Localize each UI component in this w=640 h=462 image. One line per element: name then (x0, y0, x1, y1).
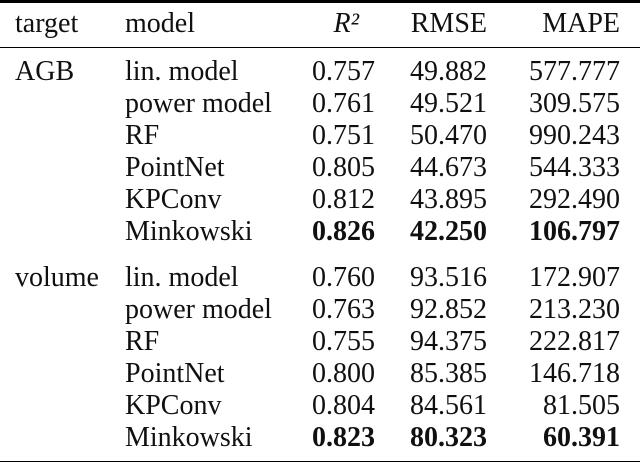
cell-model: Minkowski (125, 422, 253, 453)
cell-rmse: 49.882 (410, 56, 487, 87)
cell-mape: 577.777 (529, 56, 620, 87)
cell-rmse: 85.385 (410, 358, 487, 389)
cell-r2: 0.761 (312, 88, 375, 119)
table-row-agb-power-model: power model 0.761 49.521 309.575 (0, 88, 640, 120)
cell-model: RF (125, 326, 160, 357)
cell-mape: 544.333 (529, 152, 620, 183)
table-row-volume-power-model: power model 0.763 92.852 213.230 (0, 294, 640, 326)
cell-r2: 0.755 (312, 326, 375, 357)
cell-r2: 0.763 (312, 294, 375, 325)
cell-r2: 0.826 (312, 216, 375, 247)
cell-target: AGB (15, 56, 75, 87)
table-body: AGB lin. model 0.757 49.882 577.777 powe… (0, 48, 640, 462)
table-row-agb-minkowski: Minkowski 0.826 42.250 106.797 (0, 216, 640, 248)
cell-mape: 309.575 (529, 88, 620, 119)
cell-model: KPConv (125, 390, 222, 421)
cell-model: power model (125, 88, 272, 119)
cell-target (0, 184, 125, 216)
cell-r2: 0.757 (312, 56, 375, 87)
column-header-mape: MAPE (487, 1, 640, 48)
column-header-model: model (125, 1, 300, 48)
cell-r2: 0.812 (312, 184, 375, 215)
cell-target (0, 120, 125, 152)
cell-model: Minkowski (125, 216, 253, 247)
cell-rmse: 94.375 (410, 326, 487, 357)
cell-rmse: 49.521 (410, 88, 487, 119)
cell-model: KPConv (125, 184, 222, 215)
cell-mape: 172.907 (529, 262, 620, 293)
column-header-r2: R² (300, 1, 375, 48)
cell-target (0, 358, 125, 390)
cell-target (0, 216, 125, 248)
cell-target (0, 390, 125, 422)
cell-target: volume (15, 262, 99, 293)
cell-r2: 0.823 (312, 422, 375, 453)
cell-mape: 146.718 (529, 358, 620, 389)
cell-target (0, 88, 125, 120)
table-row-volume-kpconv: KPConv 0.804 84.561 81.505 (0, 390, 640, 422)
cell-mape: 81.505 (543, 390, 620, 421)
cell-mape: 106.797 (529, 216, 620, 247)
cell-model: power model (125, 294, 272, 325)
table-row-agb-pointnet: PointNet 0.805 44.673 544.333 (0, 152, 640, 184)
cell-rmse: 44.673 (410, 152, 487, 183)
cell-rmse: 84.561 (410, 390, 487, 421)
cell-mape: 990.243 (529, 120, 620, 151)
cell-r2: 0.751 (312, 120, 375, 151)
cell-r2: 0.760 (312, 262, 375, 293)
table-header: target model R² RMSE MAPE (0, 1, 640, 48)
cell-rmse: 42.250 (410, 216, 487, 247)
table-row-volume-rf: RF 0.755 94.375 222.817 (0, 326, 640, 358)
cell-r2: 0.804 (312, 390, 375, 421)
table-row-volume-pointnet: PointNet 0.800 85.385 146.718 (0, 358, 640, 390)
cell-target (0, 152, 125, 184)
cell-target (0, 294, 125, 326)
column-header-target: target (0, 1, 125, 48)
cell-model: PointNet (125, 358, 225, 389)
cell-rmse: 92.852 (410, 294, 487, 325)
table-row-volume-lin-model: volume lin. model 0.760 93.516 172.907 (0, 248, 640, 294)
cell-rmse: 80.323 (410, 422, 487, 453)
cell-model: lin. model (125, 56, 239, 87)
cell-rmse: 50.470 (410, 120, 487, 151)
cell-target (0, 326, 125, 358)
table-row-volume-minkowski: Minkowski 0.823 80.323 60.391 (0, 422, 640, 462)
cell-mape: 213.230 (529, 294, 620, 325)
cell-target (0, 422, 125, 462)
table-row-agb-lin-model: AGB lin. model 0.757 49.882 577.777 (0, 48, 640, 89)
table-row-agb-kpconv: KPConv 0.812 43.895 292.490 (0, 184, 640, 216)
header-row: target model R² RMSE MAPE (0, 1, 640, 48)
table-row-agb-rf: RF 0.751 50.470 990.243 (0, 120, 640, 152)
cell-model: RF (125, 120, 160, 151)
cell-rmse: 93.516 (410, 262, 487, 293)
cell-mape: 60.391 (543, 422, 620, 453)
cell-model: PointNet (125, 152, 225, 183)
cell-model: lin. model (125, 262, 239, 293)
cell-mape: 222.817 (529, 326, 620, 357)
cell-mape: 292.490 (529, 184, 620, 215)
cell-r2: 0.800 (312, 358, 375, 389)
cell-r2: 0.805 (312, 152, 375, 183)
cell-rmse: 43.895 (410, 184, 487, 215)
column-header-rmse: RMSE (375, 1, 487, 48)
